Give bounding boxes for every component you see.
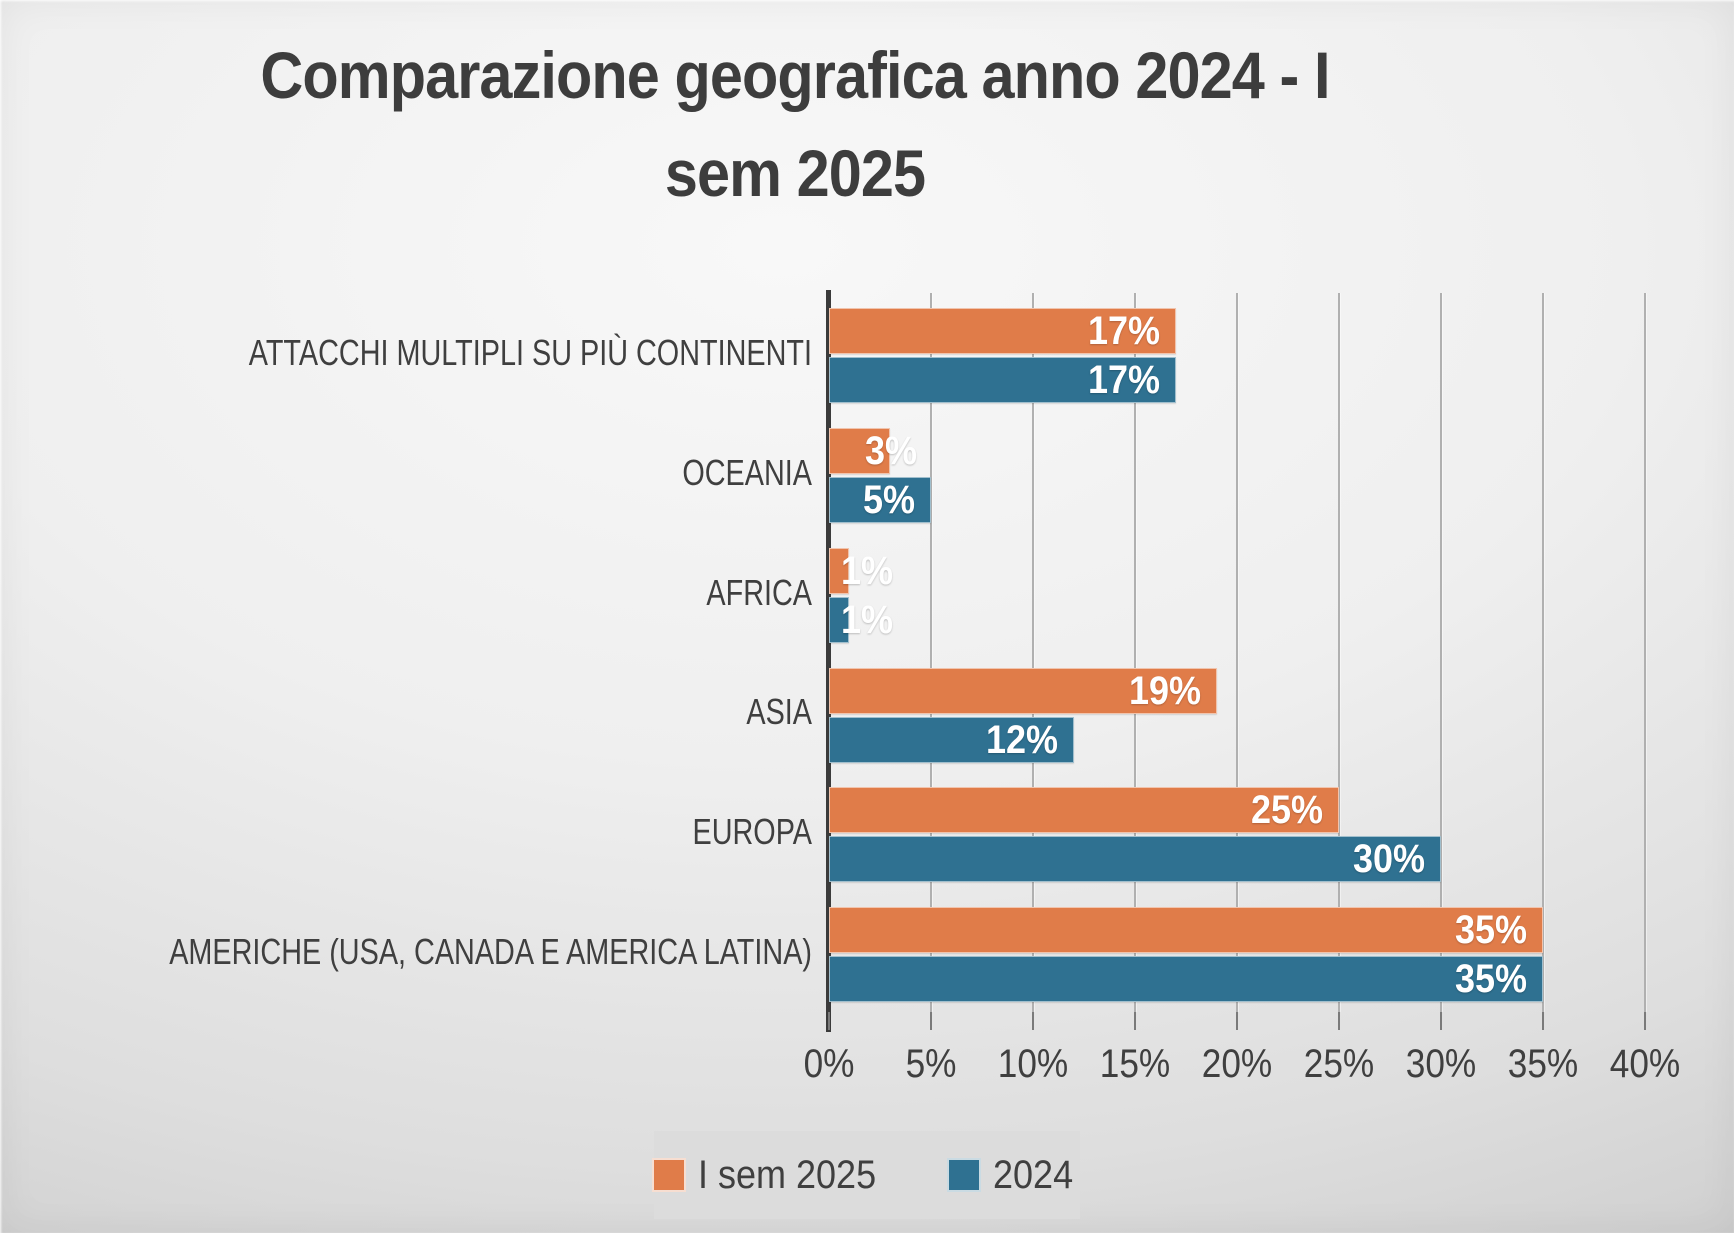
gridline-35	[1542, 293, 1544, 1012]
legend-item-i-sem-2025: I sem 2025	[651, 1152, 896, 1198]
chart-title-line-1: Comparazione geografica anno 2024 - I	[260, 38, 1330, 112]
tick-mark-5	[930, 1012, 932, 1030]
category-label-europa: EUROPA	[692, 811, 813, 852]
tick-mark-40	[1644, 1012, 1646, 1030]
bar-2024-europa	[829, 836, 1441, 882]
gridline-30	[1440, 293, 1442, 1012]
y-axis-line	[826, 290, 831, 1032]
x-tick-label-0: 0%	[803, 1042, 855, 1086]
bar-2024-americhe-usa-canada-e-america-latina	[829, 956, 1543, 1002]
legend-swatch-i-sem-2025	[651, 1158, 686, 1192]
value-label-i-sem-2025-americhe-usa-canada-e-america-latina: 35%	[1454, 908, 1527, 952]
x-tick-label-25: 25%	[1303, 1042, 1375, 1086]
tick-mark-20	[1236, 1012, 1238, 1030]
bar-i-sem-2025-attacchi-multipli-su-pi-continenti	[829, 308, 1176, 354]
tick-mark-15	[1134, 1012, 1136, 1030]
bar-2024-asia	[829, 717, 1074, 763]
x-tick-label-30: 30%	[1405, 1042, 1477, 1086]
chart-title: Comparazione geografica anno 2024 - I se…	[60, 26, 1530, 222]
value-label-2024-attacchi-multipli-su-pi-continenti: 17%	[1087, 358, 1160, 402]
value-label-i-sem-2025-africa: 1%	[841, 549, 894, 593]
value-label-i-sem-2025-asia: 19%	[1128, 669, 1201, 713]
value-label-2024-europa: 30%	[1352, 837, 1425, 881]
tick-mark-25	[1338, 1012, 1340, 1030]
category-label-asia: ASIA	[746, 691, 812, 732]
bar-2024-attacchi-multipli-su-pi-continenti	[829, 357, 1176, 403]
value-label-2024-americhe-usa-canada-e-america-latina: 35%	[1454, 957, 1527, 1001]
bar-i-sem-2025-asia	[829, 668, 1217, 714]
value-label-i-sem-2025-attacchi-multipli-su-pi-continenti: 17%	[1087, 309, 1160, 353]
legend-label-i-sem-2025: I sem 2025	[697, 1152, 876, 1197]
value-label-i-sem-2025-europa: 25%	[1250, 788, 1323, 832]
legend-label-2024: 2024	[993, 1152, 1074, 1197]
bar-i-sem-2025-oceania	[829, 428, 890, 474]
value-label-2024-africa: 1%	[841, 598, 894, 642]
x-tick-label-10: 10%	[997, 1042, 1069, 1086]
category-label-oceania: OCEANIA	[682, 452, 812, 493]
gridline-15	[1134, 293, 1136, 1012]
category-label-africa: AFRICA	[706, 572, 812, 613]
bar-i-sem-2025-africa	[829, 548, 849, 594]
bar-2024-oceania	[829, 477, 931, 523]
category-label-americhe-usa-canada-e-america-latina: AMERICHE (USA, CANADA E AMERICA LATINA)	[169, 931, 812, 972]
gridline-25	[1338, 293, 1340, 1012]
x-tick-label-20: 20%	[1201, 1042, 1273, 1086]
tick-mark-35	[1542, 1012, 1544, 1030]
bar-i-sem-2025-americhe-usa-canada-e-america-latina	[829, 907, 1543, 953]
x-tick-label-5: 5%	[905, 1042, 957, 1086]
legend-item-2024: 2024	[947, 1153, 1082, 1198]
gridline-40	[1644, 293, 1646, 1012]
gridline-20	[1236, 293, 1238, 1012]
gridline-10	[1032, 293, 1034, 1012]
gridline-5	[930, 293, 932, 1012]
tick-mark-0	[828, 1012, 830, 1030]
value-label-i-sem-2025-oceania: 3%	[865, 429, 918, 473]
chart-title-line-2: sem 2025	[664, 136, 926, 210]
value-label-2024-oceania: 5%	[862, 478, 915, 522]
x-tick-label-40: 40%	[1609, 1042, 1681, 1086]
category-label-attacchi-multipli-su-pi-continenti: ATTACCHI MULTIPLI SU PIÙ CONTINENTI	[248, 332, 812, 373]
bar-2024-africa	[829, 597, 849, 643]
tick-mark-30	[1440, 1012, 1442, 1030]
bar-i-sem-2025-europa	[829, 787, 1339, 833]
x-tick-label-35: 35%	[1507, 1042, 1579, 1086]
legend: I sem 2025 2024	[651, 1131, 1082, 1219]
x-tick-label-15: 15%	[1099, 1042, 1171, 1086]
tick-mark-10	[1032, 1012, 1034, 1030]
value-label-2024-asia: 12%	[985, 718, 1058, 762]
legend-swatch-2024	[947, 1158, 982, 1192]
